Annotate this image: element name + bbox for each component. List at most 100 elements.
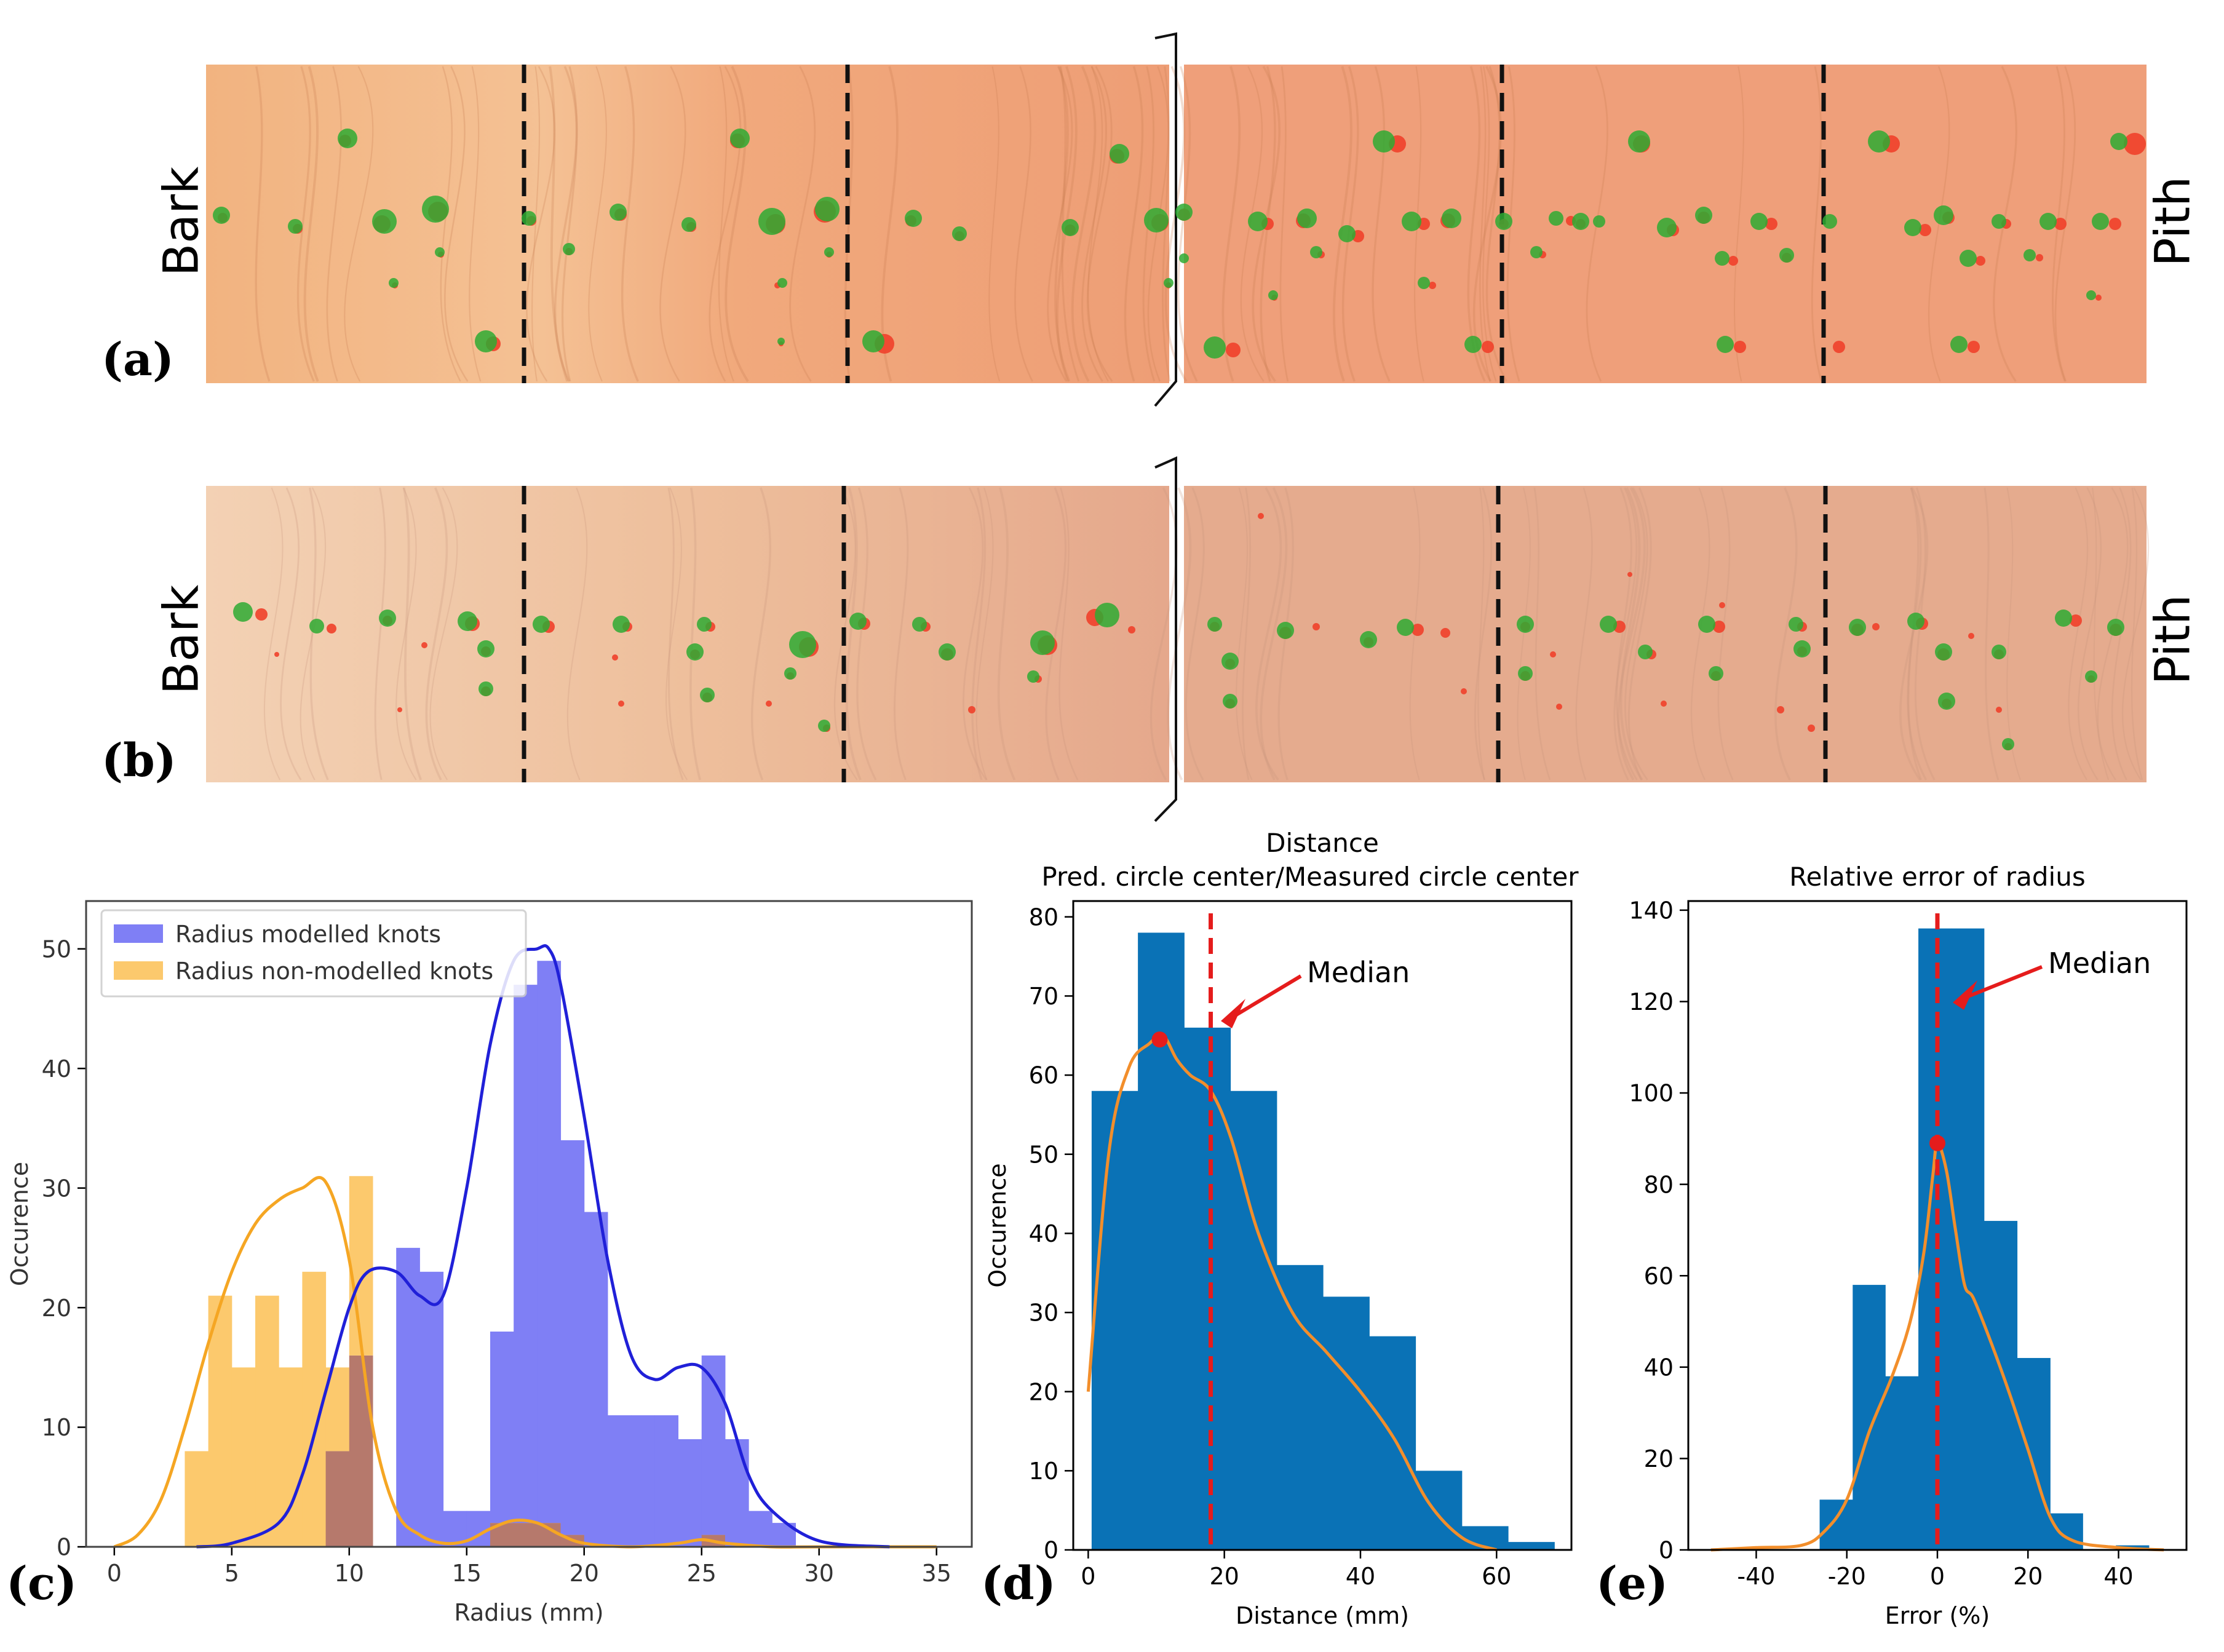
grain-line [621, 66, 639, 382]
predicted-knot-marker [1968, 633, 1974, 639]
predicted-knot-marker [2054, 218, 2067, 230]
grain-line [997, 487, 1016, 780]
measured-knot-marker [1868, 130, 1890, 153]
grain-line [2121, 487, 2150, 780]
y-tick-label: 0 [57, 1534, 71, 1561]
y-tick-label: 70 [1029, 983, 1058, 1010]
x-tick-label: 5 [224, 1560, 239, 1587]
grain-line [1616, 487, 1638, 780]
legend-box [100, 909, 527, 998]
panel-label-c: (c) [6, 1557, 77, 1610]
y-tick-label: 60 [1029, 1062, 1058, 1089]
predicted-knot-marker [1728, 256, 1738, 266]
predicted-knot-marker [421, 642, 427, 648]
panel-label-e: (e) [1596, 1557, 1668, 1610]
measured-knot-marker [824, 247, 834, 257]
histogram-bar [1984, 1221, 2018, 1550]
grain-line [975, 487, 994, 780]
measured-knot-marker [1338, 225, 1356, 242]
predicted-knot-marker [1996, 707, 2002, 713]
measured-knot-marker [1717, 336, 1734, 353]
modelled-bar [560, 1140, 585, 1535]
grain-line [1613, 487, 1638, 780]
y-tick-label: 40 [42, 1055, 71, 1082]
grain-line [1717, 487, 1734, 780]
y-tick-label: 30 [42, 1175, 71, 1202]
grain-line [789, 66, 816, 382]
grain-line [1087, 66, 1109, 382]
grain-line [1341, 66, 1359, 382]
grain-line [718, 66, 734, 382]
modelled-bar [537, 961, 562, 1523]
y-tick-label: 20 [1644, 1445, 1674, 1472]
bark-label: Bark [154, 167, 209, 277]
x-tick-label: 20 [570, 1560, 599, 1587]
histogram-bar [1819, 1499, 1853, 1550]
measured-knot-marker [1549, 211, 1563, 226]
predicted-knot-marker [1833, 341, 1845, 353]
measured-knot-marker [1992, 214, 2006, 229]
histogram-bar [1885, 1376, 1919, 1550]
measured-knot-marker [1297, 208, 1317, 228]
predicted-knot-marker [2095, 295, 2102, 301]
x-tick-label: 10 [335, 1560, 364, 1587]
grain-line [856, 487, 877, 780]
measured-knot-marker [1657, 218, 1677, 237]
grain-line [659, 66, 686, 382]
grain-line [1533, 487, 1551, 780]
measured-knot-marker [1907, 613, 1924, 630]
measured-knot-marker [477, 640, 494, 657]
measured-knot-marker [613, 616, 630, 633]
measured-knot-marker [952, 226, 967, 241]
measured-knot-marker [1593, 215, 1605, 228]
predicted-knot-marker [2036, 254, 2043, 261]
grain-line [255, 66, 271, 382]
x-axis-label: Distance (mm) [1236, 1602, 1409, 1629]
measured-knot-marker [1960, 250, 1977, 267]
pith-label: Pith [2145, 594, 2201, 685]
grain-line [300, 487, 327, 780]
modelled-bar [584, 1212, 608, 1547]
grain-line [425, 487, 448, 780]
median-arrow [1967, 965, 2043, 998]
measured-knot-marker [1175, 204, 1193, 221]
grain-line [395, 487, 417, 780]
y-axis-label: Occurence [984, 1163, 1011, 1287]
predicted-knot-marker [1808, 725, 1815, 732]
nonmodelled-bar [302, 1271, 327, 1547]
y-tick-label: 80 [1644, 1171, 1674, 1198]
grain-line [1185, 487, 1205, 780]
y-tick-label: 120 [1629, 988, 1674, 1015]
measured-knot-marker [758, 208, 785, 235]
measured-knot-marker [1935, 643, 1952, 661]
measured-knot-marker [1110, 144, 1129, 164]
measured-knot-marker [1179, 253, 1189, 263]
grain-line [1899, 487, 1929, 781]
x-tick-label: -40 [1737, 1563, 1775, 1590]
grain-line [1517, 487, 1531, 780]
grain-line [1485, 66, 1507, 382]
measured-knot-marker [818, 720, 830, 732]
measured-knot-marker [1793, 640, 1811, 657]
grain-line [1984, 487, 2000, 780]
measured-knot-marker [1164, 278, 1174, 288]
measured-knot-marker [1223, 694, 1237, 709]
measured-knot-marker [1360, 631, 1377, 648]
grain-line [554, 66, 578, 382]
measured-knot-marker [1789, 617, 1803, 632]
histogram-bar [1323, 1297, 1370, 1550]
panel-label-d: (d) [981, 1557, 1056, 1610]
predicted-knot-marker [1429, 282, 1436, 289]
measured-knot-marker [912, 617, 927, 632]
nonmodelled-bar [231, 1367, 256, 1547]
measured-knot-marker [1464, 336, 1482, 353]
grain-line [1086, 66, 1113, 382]
measured-knot-marker [1310, 246, 1322, 258]
histogram-bar [2017, 1357, 2051, 1550]
modelled-bar [701, 1355, 726, 1535]
grain-line [309, 487, 329, 780]
grain-line [1479, 66, 1491, 382]
y-tick-label: 100 [1629, 1080, 1674, 1107]
grain-line [1627, 487, 1652, 780]
panel-label-a: (a) [101, 333, 174, 386]
